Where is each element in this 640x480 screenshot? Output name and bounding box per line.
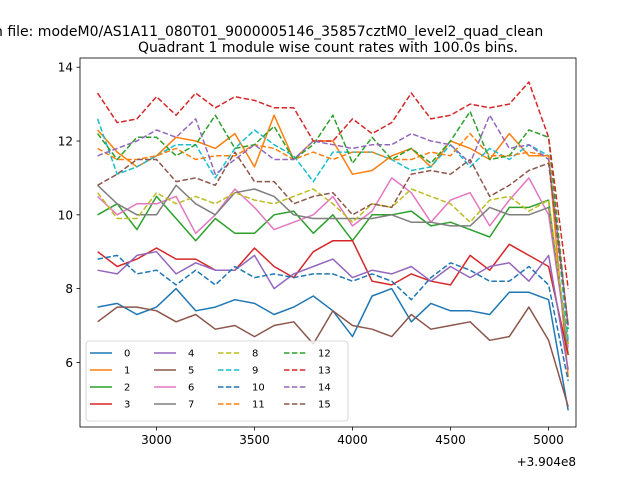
y-tick-label: 14 [58, 61, 73, 75]
series-line-4 [97, 250, 569, 370]
x-tick-label: 4500 [435, 433, 466, 447]
legend-label-6: 6 [188, 383, 194, 394]
x-axis-offset-label: +3.904e8 [517, 455, 576, 469]
legend-label-5: 5 [188, 366, 194, 377]
series-line-10 [97, 254, 569, 382]
series-line-9 [96, 118, 569, 341]
series-line-15 [97, 151, 569, 326]
x-tick-label: 5000 [533, 433, 564, 447]
x-axis-ticks: 3000 3500 4000 4500 5000 [141, 427, 564, 447]
series-line-8 [97, 188, 569, 345]
x-tick-label: 3000 [141, 433, 172, 447]
series-line-12 [97, 110, 569, 330]
y-tick-label: 12 [58, 135, 73, 149]
x-tick-label: 3500 [239, 433, 270, 447]
legend-frame [85, 340, 349, 422]
legend-label-15: 15 [318, 400, 331, 411]
series-line-6 [97, 177, 569, 348]
series-line-5 [97, 306, 569, 407]
legend-label-3: 3 [124, 400, 130, 411]
legend-label-12: 12 [318, 349, 331, 360]
series-line-1 [97, 114, 569, 378]
axes-frame [79, 57, 577, 428]
legend-label-7: 7 [188, 400, 194, 411]
series-line-11 [97, 132, 569, 326]
legend-label-2: 2 [124, 383, 130, 394]
x-tick-label: 4000 [337, 433, 368, 447]
plot-lines [96, 81, 569, 411]
chart-title: Quadrant 1 module wise count rates with … [138, 40, 518, 56]
y-tick-label: 8 [65, 282, 73, 296]
legend-label-8: 8 [252, 349, 258, 360]
legend-label-0: 0 [124, 349, 130, 360]
legend-label-13: 13 [318, 366, 331, 377]
legend-label-10: 10 [252, 383, 265, 394]
legend-label-9: 9 [252, 366, 258, 377]
series-line-7 [97, 184, 569, 345]
y-axis-ticks: 6 8 10 12 14 [58, 61, 80, 370]
series-line-13 [96, 81, 569, 289]
y-tick-label: 10 [58, 208, 73, 222]
legend-label-11: 11 [252, 400, 265, 411]
y-tick-label: 6 [65, 356, 73, 370]
legend-label-4: 4 [188, 349, 194, 360]
series-line-3 [97, 239, 569, 356]
figure-suptitle: n file: modeM0/AS1A11_080T01_9000005146_… [0, 24, 543, 40]
legend-label-14: 14 [318, 383, 331, 394]
series-line-14 [97, 114, 569, 326]
series-line-2 [97, 195, 569, 356]
legend-label-1: 1 [124, 366, 130, 377]
